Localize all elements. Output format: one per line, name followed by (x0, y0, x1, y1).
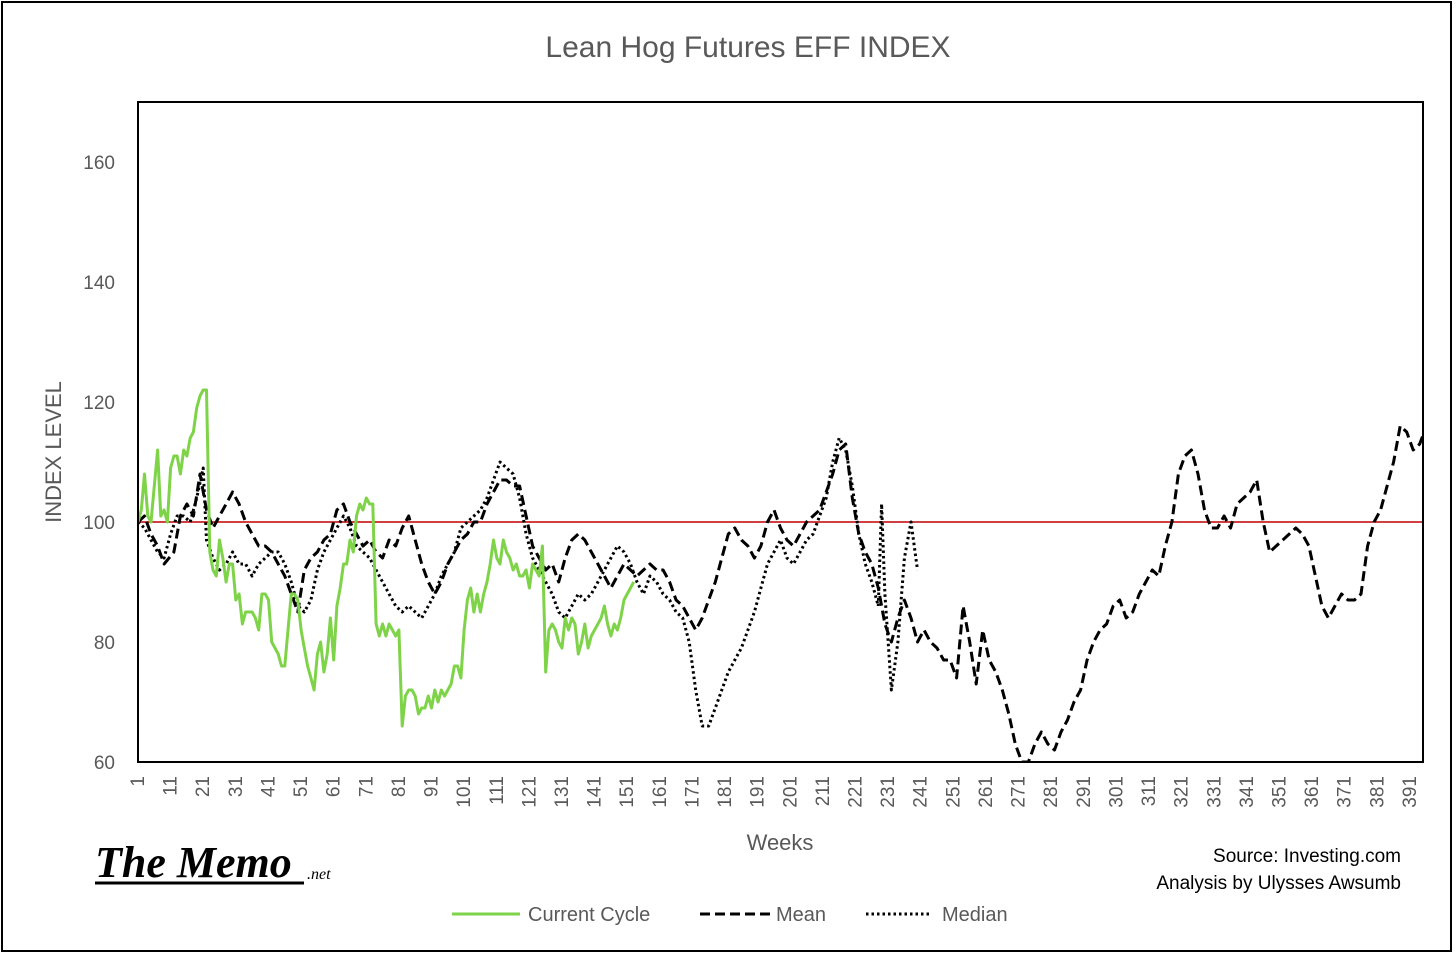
x-tick-label: 381 (1367, 776, 1388, 808)
x-tick-label: 261 (976, 776, 997, 808)
x-tick-label: 151 (617, 776, 638, 808)
y-tick-label: 80 (94, 633, 115, 654)
x-tick-label: 41 (258, 776, 279, 797)
legend-label-current: Current Cycle (528, 904, 650, 926)
logo-suffix: .net (307, 866, 331, 883)
x-tick-label: 281 (1041, 776, 1062, 808)
x-tick-label: 161 (650, 776, 671, 808)
x-tick-label: 101 (454, 776, 475, 808)
x-tick-label: 121 (519, 776, 540, 808)
x-tick-label: 11 (161, 776, 182, 796)
x-tick-label: 371 (1335, 776, 1356, 808)
x-tick-label: 21 (193, 776, 214, 797)
x-tick-label: 321 (1172, 776, 1193, 808)
x-tick-label: 311 (1139, 776, 1160, 806)
x-tick-label: 351 (1269, 776, 1290, 808)
plot-border (137, 101, 1424, 763)
x-tick-label: 51 (291, 776, 312, 797)
x-axis-title: Weeks (747, 830, 814, 855)
x-tick-label: 81 (389, 776, 410, 797)
y-tick-label: 140 (83, 273, 115, 294)
x-tick-label: 1 (128, 776, 149, 787)
x-tick-label: 211 (813, 776, 834, 806)
x-tick-label: 181 (715, 776, 736, 808)
x-tick-label: 331 (1204, 776, 1225, 808)
series-line-current-cycle (138, 388, 636, 728)
legend-label-mean: Mean (776, 904, 826, 926)
analysis-line: Analysis by Ulysses Awsumb (1156, 873, 1401, 894)
x-tick-label: 31 (226, 776, 247, 797)
x-tick-label: 131 (552, 776, 573, 808)
x-tick-label: 231 (878, 776, 899, 808)
logo-text: The Memo (95, 838, 292, 887)
x-tick-label: 251 (943, 776, 964, 808)
x-tick-label: 111 (487, 776, 508, 805)
x-tick-label: 71 (356, 776, 377, 797)
legend-label-median: Median (942, 904, 1008, 926)
chart-title: Lean Hog Futures EFF INDEX (545, 31, 950, 64)
x-tick-label: 91 (422, 776, 443, 797)
x-tick-label: 141 (585, 776, 606, 808)
source-line: Source: Investing.com (1213, 846, 1401, 867)
x-tick-label: 291 (1074, 776, 1095, 808)
x-tick-label: 221 (846, 776, 867, 808)
x-tick-label: 201 (780, 776, 801, 808)
logo: The Memo .net (95, 838, 331, 887)
x-tick-label: 271 (1009, 776, 1030, 808)
y-tick-label: 120 (83, 393, 115, 414)
x-tick-label: 241 (911, 776, 932, 808)
y-tick-label: 60 (94, 753, 115, 774)
series-line-mean (138, 424, 1423, 762)
x-tick-label: 391 (1400, 776, 1421, 808)
x-tick-label: 191 (748, 776, 769, 808)
legend: Current Cycle Mean Median (452, 904, 1008, 926)
x-tick-label: 61 (324, 776, 345, 797)
x-tick-label: 301 (1106, 776, 1127, 808)
y-tick-label: 160 (83, 153, 115, 174)
x-tick-label: 361 (1302, 776, 1323, 808)
y-axis-title: INDEX LEVEL (41, 381, 66, 523)
y-tick-label: 100 (83, 513, 115, 534)
x-tick-label: 171 (682, 776, 703, 808)
x-tick-label: 341 (1237, 776, 1258, 808)
